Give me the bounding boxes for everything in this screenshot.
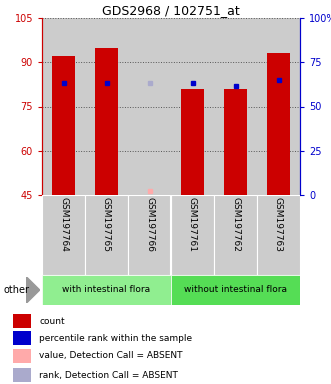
Bar — [13, 369, 31, 382]
Bar — [42, 18, 85, 195]
Bar — [171, 275, 300, 305]
Bar — [214, 195, 257, 275]
Polygon shape — [26, 277, 40, 303]
Text: other: other — [3, 285, 29, 295]
Bar — [85, 195, 128, 275]
Text: with intestinal flora: with intestinal flora — [63, 285, 151, 295]
Bar — [52, 56, 75, 195]
Text: GSM197763: GSM197763 — [274, 197, 283, 252]
Bar — [171, 18, 214, 195]
Bar — [128, 195, 171, 275]
Bar — [171, 195, 214, 275]
Bar — [224, 89, 247, 195]
Text: rank, Detection Call = ABSENT: rank, Detection Call = ABSENT — [39, 371, 178, 380]
Bar — [42, 195, 85, 275]
Text: GSM197764: GSM197764 — [59, 197, 68, 252]
Text: percentile rank within the sample: percentile rank within the sample — [39, 334, 193, 343]
Text: GSM197765: GSM197765 — [102, 197, 111, 252]
Bar — [42, 275, 171, 305]
Title: GDS2968 / 102751_at: GDS2968 / 102751_at — [102, 4, 240, 17]
Text: GSM197766: GSM197766 — [145, 197, 154, 252]
Text: value, Detection Call = ABSENT: value, Detection Call = ABSENT — [39, 351, 183, 360]
Bar — [128, 18, 171, 195]
Bar — [214, 18, 257, 195]
Bar — [257, 195, 300, 275]
Bar — [13, 349, 31, 362]
Text: GSM197762: GSM197762 — [231, 197, 240, 252]
Bar — [13, 331, 31, 345]
Bar — [13, 314, 31, 328]
Bar — [85, 18, 128, 195]
Text: GSM197761: GSM197761 — [188, 197, 197, 252]
Bar — [257, 18, 300, 195]
Bar — [181, 89, 204, 195]
Text: count: count — [39, 316, 65, 326]
Bar — [95, 48, 118, 195]
Bar — [267, 53, 290, 195]
Text: without intestinal flora: without intestinal flora — [184, 285, 287, 295]
